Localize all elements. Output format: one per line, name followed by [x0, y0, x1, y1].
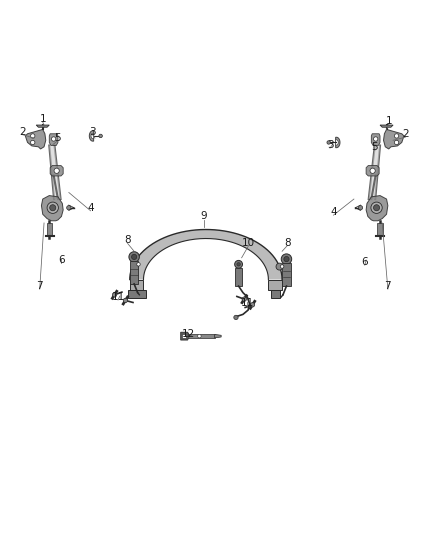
Text: 10: 10	[242, 238, 255, 247]
Polygon shape	[42, 196, 63, 221]
Circle shape	[234, 315, 238, 320]
Polygon shape	[268, 279, 282, 290]
Polygon shape	[130, 261, 138, 284]
Polygon shape	[215, 334, 221, 338]
Circle shape	[394, 140, 399, 144]
Text: 3: 3	[327, 140, 333, 150]
Text: 6: 6	[361, 257, 368, 267]
Circle shape	[51, 137, 56, 141]
Text: 5: 5	[54, 133, 60, 143]
Polygon shape	[187, 334, 215, 338]
Circle shape	[67, 206, 71, 210]
Polygon shape	[378, 223, 383, 236]
Polygon shape	[181, 332, 189, 340]
Circle shape	[31, 140, 35, 144]
Polygon shape	[130, 279, 144, 290]
Text: 11: 11	[111, 292, 125, 302]
Circle shape	[113, 293, 117, 297]
Circle shape	[47, 202, 58, 213]
Polygon shape	[271, 290, 280, 298]
Circle shape	[99, 134, 102, 138]
Text: 2: 2	[19, 126, 25, 136]
Polygon shape	[371, 134, 380, 146]
Text: 8: 8	[124, 236, 131, 245]
Circle shape	[358, 206, 363, 210]
Polygon shape	[47, 223, 52, 236]
Circle shape	[129, 252, 139, 262]
Circle shape	[242, 297, 247, 301]
Circle shape	[280, 265, 284, 268]
Text: 1: 1	[39, 114, 46, 124]
Text: 5: 5	[371, 142, 378, 152]
Circle shape	[276, 263, 283, 270]
Polygon shape	[235, 268, 242, 286]
Polygon shape	[366, 166, 379, 176]
Text: 7: 7	[36, 281, 43, 291]
Circle shape	[394, 134, 399, 138]
Circle shape	[374, 205, 380, 211]
Polygon shape	[127, 290, 146, 298]
Polygon shape	[49, 134, 58, 146]
Circle shape	[198, 334, 201, 338]
Circle shape	[49, 205, 56, 211]
Polygon shape	[49, 146, 60, 199]
Polygon shape	[25, 130, 46, 149]
Text: 3: 3	[89, 126, 96, 136]
Circle shape	[137, 263, 140, 266]
Polygon shape	[380, 125, 393, 127]
Text: 4: 4	[87, 203, 94, 213]
Circle shape	[284, 256, 289, 262]
Polygon shape	[50, 166, 63, 176]
Circle shape	[123, 298, 127, 303]
Polygon shape	[369, 146, 380, 199]
Text: 7: 7	[385, 281, 391, 291]
Polygon shape	[336, 137, 340, 148]
Circle shape	[374, 137, 378, 141]
Text: 6: 6	[58, 255, 65, 265]
Polygon shape	[366, 196, 388, 221]
Text: 1: 1	[385, 116, 392, 126]
Circle shape	[281, 254, 292, 264]
Circle shape	[251, 303, 254, 307]
Text: 8: 8	[284, 238, 291, 247]
Polygon shape	[130, 230, 282, 279]
Text: 12: 12	[182, 329, 195, 339]
Circle shape	[237, 263, 240, 266]
Circle shape	[54, 168, 59, 173]
Polygon shape	[36, 125, 49, 127]
Circle shape	[327, 141, 330, 144]
Circle shape	[370, 168, 375, 173]
Circle shape	[31, 134, 35, 138]
Polygon shape	[282, 263, 291, 286]
Polygon shape	[384, 130, 404, 149]
Polygon shape	[182, 334, 186, 338]
Text: 2: 2	[402, 129, 409, 139]
Polygon shape	[91, 133, 94, 139]
Circle shape	[371, 202, 382, 213]
Text: 9: 9	[201, 212, 207, 221]
Circle shape	[131, 254, 137, 260]
Polygon shape	[336, 140, 338, 145]
Circle shape	[235, 261, 243, 268]
Polygon shape	[89, 131, 94, 141]
Text: 4: 4	[330, 207, 337, 217]
Text: 11: 11	[240, 298, 254, 309]
